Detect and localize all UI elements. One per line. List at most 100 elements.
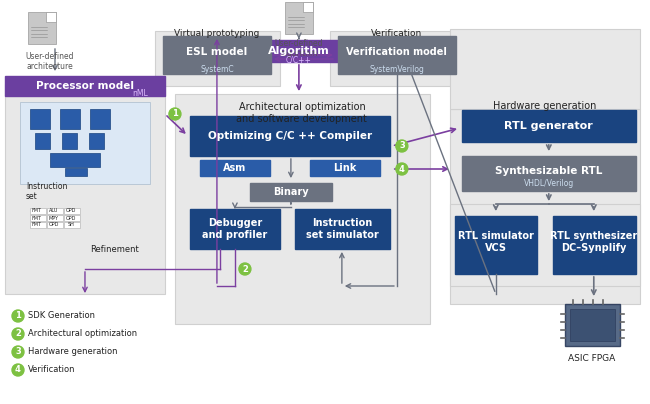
FancyBboxPatch shape	[65, 168, 87, 176]
FancyBboxPatch shape	[295, 209, 390, 249]
FancyBboxPatch shape	[47, 215, 63, 221]
Text: Binary: Binary	[273, 187, 309, 197]
Text: 2: 2	[242, 265, 248, 274]
Text: Hardware generation: Hardware generation	[493, 101, 597, 111]
Text: ALU: ALU	[49, 208, 58, 213]
FancyBboxPatch shape	[47, 208, 63, 214]
FancyBboxPatch shape	[250, 183, 332, 201]
Text: SH: SH	[68, 223, 74, 227]
Text: Debugger
and profiler: Debugger and profiler	[202, 218, 268, 240]
Text: OPD: OPD	[66, 215, 76, 221]
FancyBboxPatch shape	[30, 109, 50, 129]
Text: Refinement: Refinement	[90, 244, 139, 253]
FancyBboxPatch shape	[5, 76, 165, 96]
Text: SystemC: SystemC	[200, 65, 234, 74]
FancyBboxPatch shape	[450, 109, 640, 304]
FancyBboxPatch shape	[285, 2, 313, 34]
Text: Architectural optimization
and software development: Architectural optimization and software …	[237, 102, 367, 124]
Circle shape	[12, 346, 24, 358]
FancyBboxPatch shape	[64, 208, 80, 214]
FancyBboxPatch shape	[310, 160, 380, 176]
FancyBboxPatch shape	[450, 204, 640, 286]
Text: 3: 3	[399, 141, 405, 151]
FancyBboxPatch shape	[245, 40, 353, 62]
FancyBboxPatch shape	[303, 2, 313, 12]
Text: Instruction
set simulator: Instruction set simulator	[306, 218, 378, 240]
FancyBboxPatch shape	[46, 12, 56, 22]
Text: nML: nML	[132, 90, 148, 99]
Text: 3: 3	[15, 347, 21, 356]
Text: Synthesizable RTL: Synthesizable RTL	[495, 166, 603, 176]
FancyBboxPatch shape	[570, 309, 615, 341]
Text: SystemVerilog: SystemVerilog	[369, 65, 424, 74]
Text: 2: 2	[15, 330, 21, 339]
Text: FMT: FMT	[32, 208, 42, 213]
Text: OPD: OPD	[66, 208, 76, 213]
Circle shape	[396, 163, 408, 175]
Text: Verification: Verification	[371, 29, 422, 38]
Text: FMT: FMT	[32, 223, 42, 227]
FancyBboxPatch shape	[163, 36, 271, 74]
Text: Link: Link	[333, 163, 357, 173]
FancyBboxPatch shape	[60, 109, 80, 129]
Text: RTL simulator
VCS: RTL simulator VCS	[458, 231, 534, 253]
Text: 1: 1	[172, 109, 178, 118]
FancyBboxPatch shape	[30, 222, 46, 228]
FancyBboxPatch shape	[175, 94, 430, 324]
FancyBboxPatch shape	[462, 156, 636, 191]
Text: Optimizing C/C ++ Compiler: Optimizing C/C ++ Compiler	[208, 131, 372, 141]
FancyBboxPatch shape	[64, 222, 80, 228]
Circle shape	[12, 310, 24, 322]
Text: RTL synthesizer
DC–Synplify: RTL synthesizer DC–Synplify	[550, 231, 638, 253]
FancyBboxPatch shape	[330, 31, 465, 86]
Text: C/C++: C/C++	[286, 55, 312, 65]
Text: RTL generator: RTL generator	[504, 121, 593, 131]
Text: ESL model: ESL model	[187, 47, 248, 57]
Text: Asm: Asm	[224, 163, 246, 173]
Text: ASIC FPGA: ASIC FPGA	[568, 354, 616, 363]
FancyBboxPatch shape	[338, 36, 456, 74]
FancyBboxPatch shape	[35, 133, 50, 149]
Circle shape	[396, 140, 408, 152]
Text: Processor model: Processor model	[36, 81, 134, 91]
Text: FMT: FMT	[32, 215, 42, 221]
FancyBboxPatch shape	[190, 209, 280, 249]
FancyBboxPatch shape	[5, 84, 165, 294]
FancyBboxPatch shape	[30, 215, 46, 221]
Text: OPD: OPD	[49, 223, 59, 227]
Text: MPY: MPY	[49, 215, 59, 221]
FancyBboxPatch shape	[89, 133, 104, 149]
Circle shape	[12, 364, 24, 376]
FancyBboxPatch shape	[190, 116, 390, 156]
FancyBboxPatch shape	[552, 216, 636, 274]
Text: Instruction
set: Instruction set	[26, 182, 68, 202]
FancyBboxPatch shape	[20, 102, 150, 184]
Text: Architectural optimization: Architectural optimization	[28, 330, 137, 339]
Text: Algorithm: Algorithm	[268, 46, 330, 56]
FancyBboxPatch shape	[155, 31, 280, 86]
Circle shape	[169, 108, 181, 120]
Text: Verification: Verification	[28, 366, 75, 375]
Text: User-defined
architecture: User-defined architecture	[26, 52, 74, 72]
FancyBboxPatch shape	[47, 222, 63, 228]
Text: VHDL/Verilog: VHDL/Verilog	[524, 179, 574, 189]
Text: Verification model: Verification model	[346, 47, 447, 57]
Text: 1: 1	[15, 311, 21, 320]
Text: 4: 4	[399, 164, 405, 173]
Text: 4: 4	[15, 366, 21, 375]
FancyBboxPatch shape	[30, 208, 46, 214]
Circle shape	[239, 263, 251, 275]
Text: Hardware generation: Hardware generation	[28, 347, 118, 356]
FancyBboxPatch shape	[450, 29, 640, 109]
FancyBboxPatch shape	[64, 215, 80, 221]
Text: User-defined
algorithm: User-defined algorithm	[275, 39, 323, 59]
Text: Virtual prototyping: Virtual prototyping	[174, 29, 259, 38]
FancyBboxPatch shape	[90, 109, 110, 129]
FancyBboxPatch shape	[455, 216, 537, 274]
FancyBboxPatch shape	[28, 12, 56, 44]
FancyBboxPatch shape	[50, 153, 100, 167]
FancyBboxPatch shape	[200, 160, 270, 176]
Circle shape	[12, 328, 24, 340]
FancyBboxPatch shape	[62, 133, 77, 149]
FancyBboxPatch shape	[565, 304, 620, 346]
